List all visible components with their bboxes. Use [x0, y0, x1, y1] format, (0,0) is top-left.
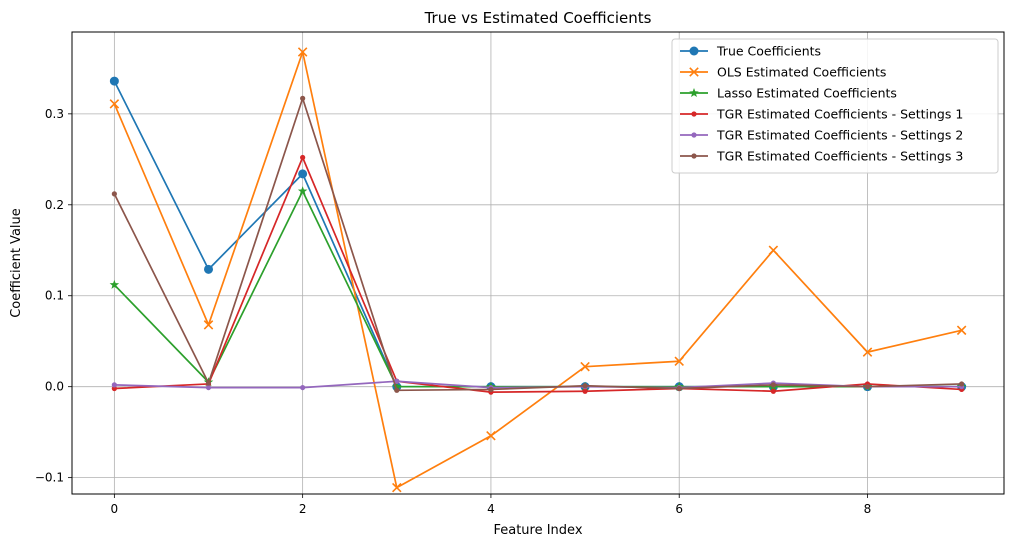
legend-item: OLS Estimated Coefficients — [680, 65, 886, 80]
legend-marker — [691, 132, 697, 138]
data-point — [956, 325, 967, 336]
series-line — [113, 51, 962, 489]
data-point — [394, 378, 400, 384]
data-point — [582, 388, 588, 394]
data-point — [300, 384, 306, 391]
data-point — [676, 385, 682, 392]
data-point — [300, 95, 306, 101]
data-point — [770, 388, 776, 394]
data-point — [392, 482, 402, 493]
data-point — [111, 385, 117, 392]
legend-label: True Coefficients — [716, 44, 821, 59]
data-point — [486, 431, 496, 441]
legend-label: Lasso Estimated Coefficients — [717, 86, 897, 101]
series-line — [113, 97, 962, 392]
legend-box — [671, 38, 999, 174]
data-point — [205, 384, 212, 391]
data-point — [300, 154, 306, 161]
legend-marker — [689, 67, 699, 77]
legend-label: TGR Estimated Coefficients - Settings 3 — [716, 149, 963, 164]
y-tick-label: 0.0 — [45, 380, 64, 394]
data-point — [768, 245, 779, 256]
data-point — [488, 386, 494, 393]
legend-item: Lasso Estimated Coefficients — [680, 86, 897, 101]
legend-marker — [689, 88, 699, 98]
data-point — [862, 347, 873, 357]
x-tick-label: 2 — [299, 502, 307, 516]
data-point — [109, 279, 120, 289]
x-axis-label: Feature Index — [493, 523, 582, 538]
legend-item: True Coefficients — [680, 44, 821, 59]
legend-item: TGR Estimated Coefficients - Settings 1 — [680, 107, 963, 122]
series-group — [109, 47, 967, 493]
data-point — [674, 356, 684, 366]
x-tick-label: 0 — [111, 502, 119, 516]
data-point — [109, 76, 119, 86]
series-6 — [111, 95, 965, 393]
data-point — [111, 382, 117, 388]
series-2 — [109, 47, 967, 493]
data-point — [394, 387, 400, 393]
legend-label: OLS Estimated Coefficients — [717, 65, 886, 80]
ticks: 0 2 4 6 8 −0.1 0.0 0.1 0.2 0.3 — [35, 107, 871, 516]
data-point — [864, 384, 871, 390]
legend: True Coefficients OLS Estimated Coefficie… — [671, 38, 999, 174]
x-tick-label: 4 — [487, 502, 495, 516]
plot-frame — [71, 31, 1005, 495]
data-point — [297, 186, 308, 196]
y-tick-label: 0.1 — [45, 289, 64, 303]
data-point — [205, 380, 212, 386]
x-tick-label: 6 — [675, 502, 683, 516]
y-axis-label: Coefficient Value — [9, 208, 24, 318]
data-point — [203, 320, 214, 330]
data-point — [582, 383, 588, 389]
data-point — [959, 381, 965, 387]
data-point — [580, 361, 590, 372]
data-point — [297, 47, 308, 57]
x-tick-label: 8 — [864, 502, 872, 516]
data-point — [298, 169, 308, 179]
legend-marker — [689, 46, 699, 56]
legend-marker — [691, 111, 697, 117]
y-tick-label: 0.3 — [45, 107, 64, 121]
legend-item: TGR Estimated Coefficients - Settings 2 — [680, 128, 963, 143]
data-point — [111, 191, 117, 197]
chart-title: True vs Estimated Coefficients — [424, 9, 652, 27]
legend-label: TGR Estimated Coefficients - Settings 2 — [716, 128, 963, 143]
data-point — [204, 264, 214, 274]
data-point — [392, 381, 402, 391]
data-point — [109, 99, 120, 109]
legend-marker — [691, 153, 697, 159]
legend-item: TGR Estimated Coefficients - Settings 3 — [680, 149, 963, 164]
series-line — [114, 156, 962, 393]
data-point — [770, 382, 776, 388]
y-tick-label: 0.2 — [45, 198, 64, 212]
y-tick-label: −0.1 — [35, 471, 64, 485]
legend-label: TGR Estimated Coefficients - Settings 1 — [716, 107, 963, 122]
